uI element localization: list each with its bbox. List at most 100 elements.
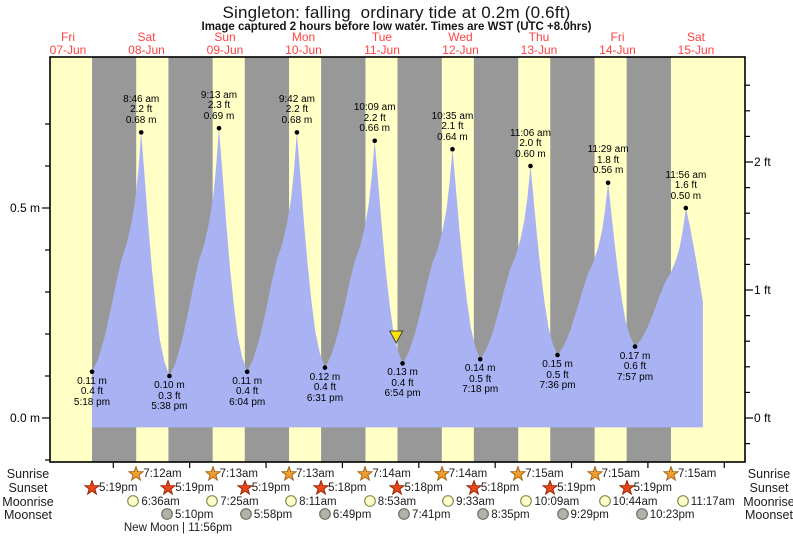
- day-date: 10-Jun: [285, 42, 322, 57]
- annotation-line: 0.4 ft: [313, 382, 337, 394]
- day-label: Wed 12-Jun: [419, 31, 503, 56]
- sunset-time: 5:19pm: [99, 481, 138, 494]
- annotation-line: 0.13 m: [387, 367, 418, 379]
- day-label: Sun 09-Jun: [183, 31, 267, 56]
- moonrise-circle-icon: [441, 494, 455, 513]
- sunrise-time: 7:14am: [448, 468, 488, 480]
- row-header-sunrise-left: Sunrise: [6, 467, 50, 481]
- annotation-line: 0.11 m: [77, 375, 107, 387]
- moonset-time: 5:10pm: [174, 509, 214, 521]
- low-tide-annotation: 0.17 m 0.6 ft 7:57 pm: [593, 351, 677, 384]
- sunrise-time: 7:15am: [601, 468, 640, 480]
- day-name: Tue: [371, 30, 393, 44]
- sunrise-star-icon: [280, 465, 298, 487]
- moonset-time: 10:23pm: [649, 509, 695, 521]
- tide-event-dot: [138, 130, 144, 135]
- tide-event-dot: [632, 344, 638, 349]
- moonrise-circle-icon: [598, 494, 612, 513]
- tide-event-dot: [683, 205, 689, 211]
- high-tide-annotation: 8:46 am 2.2 ft 0.68 m: [99, 93, 183, 127]
- annotation-line: 11:56 am: [665, 169, 707, 181]
- annotation-line: 0.6 ft: [623, 361, 647, 373]
- annotation-line: 8:46 am: [123, 93, 160, 105]
- ft-axis-label: 1 ft: [754, 283, 771, 297]
- moonrise-time: 10:44am: [612, 495, 658, 508]
- annotation-line: 2.1 ft: [441, 121, 464, 133]
- sunrise-star-icon: [356, 465, 374, 487]
- annotation-line: 11:29 am: [587, 144, 629, 156]
- annotation-line: 0.11 m: [232, 375, 263, 387]
- annotation-line: 6:04 pm: [229, 396, 266, 408]
- annotation-line: 6:54 pm: [384, 388, 421, 400]
- row-header-moonset-right: Moonset: [745, 508, 793, 522]
- high-tide-annotation: 10:35 am 2.1 ft 0.64 m: [410, 110, 494, 144]
- tide-event-dot: [605, 180, 611, 186]
- high-tide-annotation: 11:56 am 1.6 ft 0.50 m: [644, 169, 728, 203]
- moon-phase-note: New Moon | 11:56pm: [123, 522, 233, 534]
- day-label: Thu 13-Jun: [497, 31, 581, 56]
- day-date: 15-Jun: [677, 42, 715, 57]
- moonset-circle-icon: [239, 507, 253, 526]
- moonrise-circle-icon: [126, 494, 140, 513]
- annotation-line: 0.60 m: [515, 148, 546, 160]
- annotation-line: 0.4 ft: [391, 377, 414, 389]
- day-name: Sun: [214, 30, 236, 44]
- current-position-marker-icon: [388, 330, 404, 345]
- day-date: 09-Jun: [206, 42, 244, 57]
- moonrise-time: 8:11am: [299, 495, 337, 508]
- moonrise-time: 6:36am: [141, 495, 180, 508]
- moonrise-time: 10:09am: [534, 495, 580, 508]
- ft-axis-label: 0 ft: [754, 411, 771, 425]
- annotation-line: 0.64 m: [437, 131, 468, 143]
- sunrise-star-icon: [586, 465, 604, 487]
- sunset-star-icon: [541, 478, 559, 501]
- annotation-line: 0.56 m: [592, 165, 624, 177]
- row-header-moonset-left: Moonset: [4, 508, 52, 522]
- sunset-star-icon: [389, 478, 406, 501]
- sunrise-star-icon: [509, 465, 527, 487]
- moonset-circle-icon: [160, 507, 174, 526]
- sunset-star-icon: [159, 478, 177, 501]
- day-label: Mon 10-Jun: [262, 31, 346, 56]
- annotation-line: 10:35 am: [431, 110, 474, 122]
- day-name: Mon: [291, 30, 316, 44]
- annotation-line: 2.3 ft: [207, 100, 231, 112]
- sunset-time: 5:18pm: [328, 481, 367, 494]
- row-header-sunrise-right: Sunrise: [747, 467, 791, 481]
- annotation-line: 0.14 m: [464, 363, 496, 375]
- annotation-line: 0.12 m: [309, 371, 341, 383]
- annotation-line: 10:09 am: [353, 102, 396, 114]
- sunrise-time: 7:14am: [372, 468, 411, 480]
- day-name: Fri: [61, 30, 75, 44]
- chart-subtitle: Image captured 2 hours before low water.…: [201, 21, 592, 33]
- low-tide-annotation: 0.11 m 0.4 ft 6:04 pm: [205, 375, 289, 409]
- sunrise-star-icon: [662, 465, 680, 487]
- moonset-time: 7:41pm: [412, 509, 451, 521]
- annotation-line: 0.3 ft: [158, 390, 181, 402]
- moonset-time: 6:49pm: [332, 509, 372, 521]
- day-date: 12-Jun: [442, 42, 479, 57]
- tide-event-dot: [167, 373, 172, 379]
- low-tide-annotation: 0.12 m 0.4 ft 6:31 pm: [283, 371, 367, 405]
- sunrise-time: 7:12am: [143, 468, 182, 480]
- sunset-time: 5:19pm: [251, 481, 291, 494]
- annotation-line: 5:18 pm: [73, 396, 111, 408]
- day-name: Sat: [137, 30, 156, 44]
- tide-event-dot: [322, 365, 328, 370]
- day-name: Wed: [448, 30, 473, 44]
- annotation-line: 0.68 m: [281, 114, 313, 126]
- annotation-line: 0.66 m: [359, 123, 390, 135]
- sunset-star-icon: [312, 478, 330, 501]
- ft-axis-label: 2 ft: [754, 155, 771, 169]
- annotation-line: 0.4 ft: [236, 386, 259, 398]
- sunrise-star-icon: [204, 465, 222, 487]
- day-date: 07-Jun: [49, 42, 87, 57]
- moonset-time: 9:29pm: [570, 509, 609, 521]
- tide-event-dot: [477, 356, 483, 362]
- row-header-sunset-right: Sunset: [749, 480, 789, 495]
- moonrise-time: 9:33am: [456, 495, 495, 508]
- sunset-time: 5:19pm: [633, 481, 672, 494]
- moonset-circle-icon: [397, 507, 411, 526]
- sunset-time: 5:19pm: [175, 481, 214, 494]
